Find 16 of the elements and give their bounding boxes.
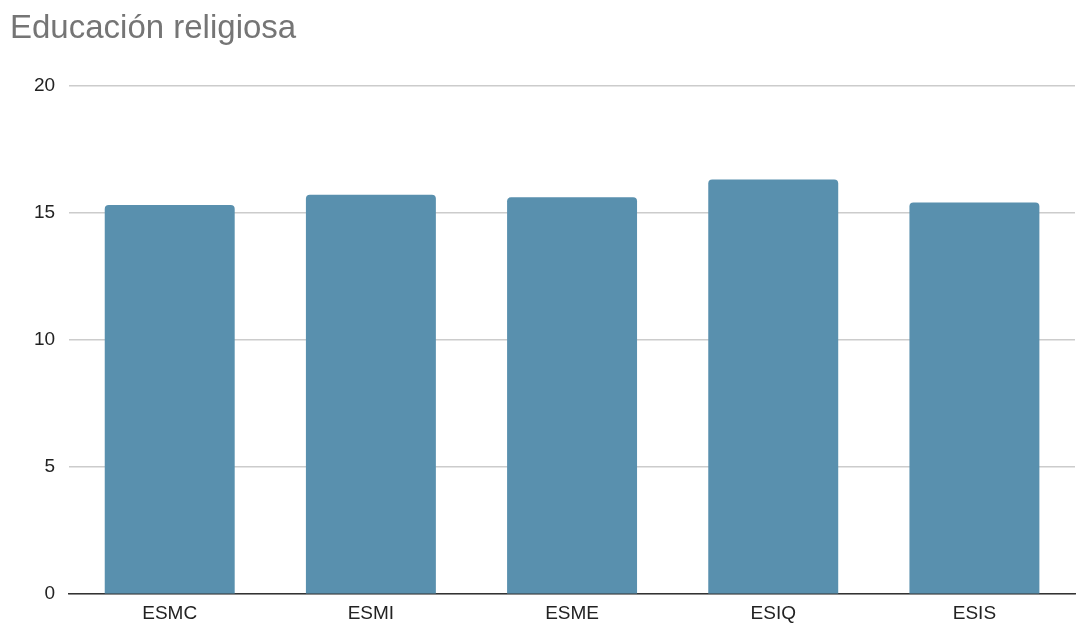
- y-tick-label: 0: [44, 582, 56, 604]
- x-tick-label: ESME: [545, 601, 599, 623]
- x-tick-label: ESIQ: [750, 601, 796, 623]
- bar: [305, 194, 436, 594]
- bar: [104, 204, 235, 594]
- bar: [507, 197, 638, 594]
- x-tick-label: ESIS: [952, 601, 997, 623]
- x-tick-label: ESMC: [142, 601, 198, 623]
- y-tick-label: 10: [33, 328, 56, 350]
- chart-title: Educación religiosa: [10, 8, 297, 46]
- bar: [909, 202, 1040, 594]
- y-tick-label: 15: [33, 200, 56, 222]
- x-tick-label: ESMI: [347, 601, 395, 623]
- y-tick-label: 5: [44, 455, 56, 477]
- bar: [708, 179, 839, 594]
- y-tick-label: 20: [33, 73, 56, 95]
